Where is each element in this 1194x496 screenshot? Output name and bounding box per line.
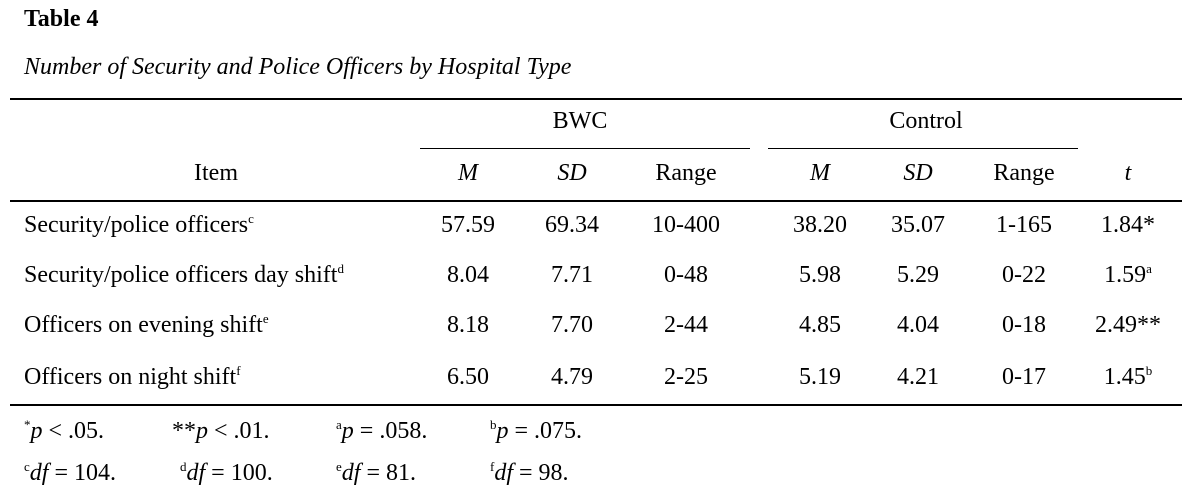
table-cell: 38.20	[793, 212, 847, 238]
header-control-range: Range	[993, 160, 1055, 186]
table-cell: 57.59	[441, 212, 495, 238]
table-cell: 7.71	[551, 262, 593, 288]
footnote: **p < .01.	[172, 418, 270, 444]
table-cell: 5.19	[799, 364, 841, 390]
header-bwc-range: Range	[655, 160, 717, 186]
table-cell-t: 1.84*	[1101, 212, 1155, 238]
table-row-item: Officers on night shiftf	[24, 363, 241, 390]
table-cell: 8.18	[447, 312, 489, 338]
control-underline	[768, 148, 1078, 149]
footnote: ddf = 100.	[180, 459, 273, 486]
table-cell-t: 1.59a	[1104, 261, 1152, 288]
table-cell: 0-17	[1002, 364, 1046, 390]
table-cell: 0-48	[664, 262, 708, 288]
table-cell: 4.85	[799, 312, 841, 338]
table-cell: 10-400	[652, 212, 720, 238]
table-cell: 0-22	[1002, 262, 1046, 288]
table-cell: 8.04	[447, 262, 489, 288]
table-cell: 7.70	[551, 312, 593, 338]
header-rule	[10, 200, 1182, 202]
group-header-control: Control	[889, 108, 963, 134]
table-row-item: Officers on evening shifte	[24, 311, 269, 338]
table-caption: Number of Security and Police Officers b…	[24, 54, 572, 80]
footnote: ap = .058.	[336, 417, 428, 444]
footnote: fdf = 98.	[490, 459, 569, 486]
table-cell: 4.04	[897, 312, 939, 338]
table-row-item: Security/police officersc	[24, 211, 254, 238]
item-header: Item	[194, 160, 238, 186]
header-t: t	[1124, 160, 1132, 186]
table-cell: 1-165	[996, 212, 1052, 238]
table-cell: 4.79	[551, 364, 593, 390]
header-control-sd: SD	[903, 160, 933, 186]
table-cell: 2-44	[664, 312, 708, 338]
table-cell: 0-18	[1002, 312, 1046, 338]
footnote: edf = 81.	[336, 459, 416, 486]
table-cell: 4.21	[897, 364, 939, 390]
table-cell: 69.34	[545, 212, 599, 238]
table-cell: 5.98	[799, 262, 841, 288]
table-label: Table 4	[24, 6, 99, 32]
footnote: *p < .05.	[24, 417, 105, 444]
footnote: cdf = 104.	[24, 459, 116, 486]
table-row-item: Security/police officers day shiftd	[24, 261, 344, 288]
header-bwc-sd: SD	[557, 160, 587, 186]
table-cell: 2-25	[664, 364, 708, 390]
header-control-m: M	[810, 160, 830, 186]
header-bwc-m: M	[458, 160, 478, 186]
bwc-underline	[420, 148, 750, 149]
table-cell-t: 2.49**	[1095, 312, 1161, 338]
table-cell: 35.07	[891, 212, 945, 238]
top-rule	[10, 98, 1182, 100]
table-cell: 5.29	[897, 262, 939, 288]
footnote: bp = .075.	[490, 417, 583, 444]
table-cell: 6.50	[447, 364, 489, 390]
group-header-bwc: BWC	[552, 108, 608, 134]
table-cell-t: 1.45b	[1103, 363, 1153, 390]
bottom-rule	[10, 404, 1182, 406]
